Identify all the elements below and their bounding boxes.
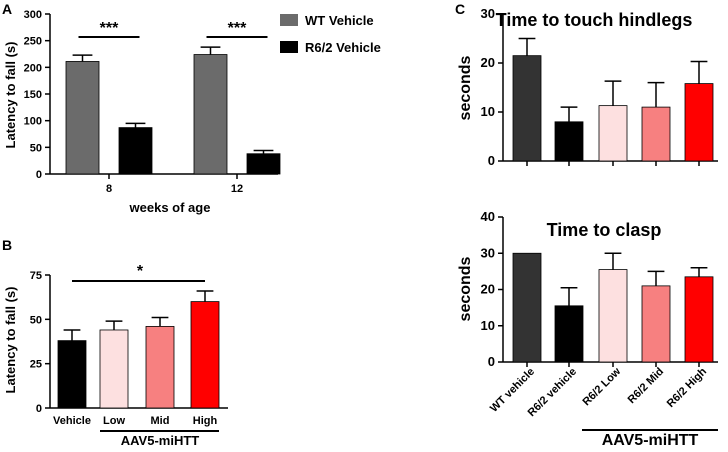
chart-c2-xtick-label: R6/2 Mid bbox=[626, 366, 666, 406]
chart-a-bar bbox=[118, 127, 153, 175]
chart-c2-xtick-label: R6/2 High bbox=[665, 365, 710, 410]
chart-c1-bar bbox=[598, 105, 628, 162]
chart-c1-ytick-label: 20 bbox=[481, 55, 495, 70]
chart-b-bar bbox=[190, 301, 220, 409]
chart-c2-ytick-label: 30 bbox=[481, 245, 495, 260]
chart-c2-ylabel: seconds bbox=[457, 256, 474, 321]
chart-c1-bar bbox=[554, 121, 584, 162]
chart-c1-ytick-label: 30 bbox=[481, 6, 495, 21]
chart-c1-ytick-label: 0 bbox=[488, 153, 495, 168]
chart-a-ylabel: Latency to fall (s) bbox=[3, 42, 18, 149]
chart-a-bar bbox=[193, 54, 228, 175]
chart-b-bar bbox=[145, 326, 175, 409]
chart-b-ytick-label: 25 bbox=[30, 359, 42, 371]
chart-c2-bar bbox=[554, 305, 584, 363]
chart-a-bar bbox=[246, 153, 281, 175]
chart-a-bar bbox=[65, 61, 100, 175]
chart-c2-ytick-label: 40 bbox=[481, 209, 495, 224]
legend-swatch-wt-vehicle bbox=[280, 14, 298, 26]
chart-b-group-label: AAV5-miHTT bbox=[121, 433, 200, 448]
chart-b-bar bbox=[57, 340, 87, 409]
chart-a-significance-label: *** bbox=[100, 20, 119, 37]
chart-a-ytick-label: 250 bbox=[24, 36, 42, 48]
legend-label-wt-vehicle: WT Vehicle bbox=[305, 13, 374, 28]
chart-c2-bar bbox=[598, 269, 628, 363]
chart-a-xtick-label: 12 bbox=[231, 183, 243, 195]
chart-c1-title: Time to touch hindlegs bbox=[496, 10, 693, 30]
legend-swatch-r62-vehicle bbox=[280, 41, 298, 53]
chart-c2-bar bbox=[641, 285, 671, 363]
chart-c1-bar bbox=[641, 106, 671, 162]
chart-b-ylabel: Latency to fall (s) bbox=[3, 287, 18, 394]
chart-c1-ytick-label: 10 bbox=[481, 104, 495, 119]
chart-b-ytick-label: 0 bbox=[36, 403, 42, 415]
chart-marks: 0501001502002503008***12***0255075Vehicl… bbox=[24, 6, 718, 432]
chart-b-xtick-label: Mid bbox=[151, 415, 170, 427]
chart-c2-ytick-label: 10 bbox=[481, 318, 495, 333]
panel-letter-a: A bbox=[2, 1, 12, 17]
chart-c2-group-label: AAV5-miHTT bbox=[602, 432, 699, 449]
chart-a-xlabel: weeks of age bbox=[129, 200, 211, 215]
chart-a-ytick-label: 200 bbox=[24, 62, 42, 74]
chart-c1-ylabel: seconds bbox=[457, 55, 474, 120]
legend-label-r62-vehicle: R6/2 Vehicle bbox=[305, 40, 381, 55]
panel-letter-c: C bbox=[455, 1, 465, 17]
panel-letter-b: B bbox=[2, 237, 12, 253]
chart-c2-ytick-label: 20 bbox=[481, 282, 495, 297]
chart-b-xtick-label: Low bbox=[103, 415, 125, 427]
chart-b-significance-label: * bbox=[137, 263, 144, 280]
chart-c2-title: Time to clasp bbox=[547, 220, 662, 240]
chart-c2-bar bbox=[684, 276, 714, 363]
chart-c1-bar bbox=[684, 83, 714, 162]
chart-b-ytick-label: 75 bbox=[30, 270, 42, 282]
chart-a-ytick-label: 0 bbox=[36, 169, 42, 181]
chart-c2-xtick-label: R6/2 Low bbox=[580, 365, 623, 408]
chart-a-xtick-label: 8 bbox=[106, 183, 112, 195]
chart-a-ytick-label: 100 bbox=[24, 116, 42, 128]
chart-c2-bar bbox=[512, 252, 542, 363]
chart-b-bar bbox=[99, 329, 129, 409]
chart-c2-ytick-label: 0 bbox=[488, 354, 495, 369]
chart-a-ytick-label: 300 bbox=[24, 9, 42, 21]
chart-a-significance-label: *** bbox=[228, 20, 247, 37]
chart-a-ytick-label: 50 bbox=[30, 142, 42, 154]
chart-c1-bar bbox=[512, 55, 542, 162]
chart-b-xtick-label: High bbox=[193, 415, 218, 427]
chart-b-xtick-label: Vehicle bbox=[53, 415, 91, 427]
chart-a-ytick-label: 150 bbox=[24, 89, 42, 101]
chart-b-ytick-label: 50 bbox=[30, 314, 42, 326]
